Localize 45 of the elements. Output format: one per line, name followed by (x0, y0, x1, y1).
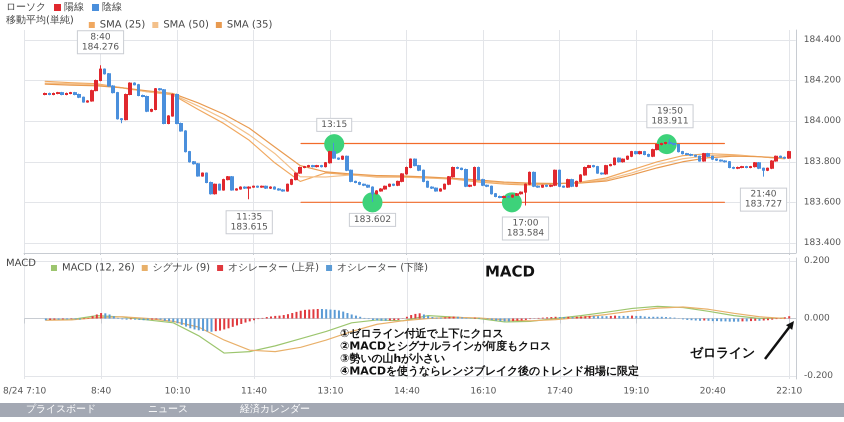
legend-label: オシレーター (下降) (337, 262, 428, 274)
legend-label: MACD (12, 26) (62, 262, 135, 274)
legend-title: MACD (6, 258, 36, 270)
tab-bar: プライスボード ニュース 経済カレンダー (0, 403, 844, 417)
x-tick-label: 17:40 (546, 386, 574, 396)
y-tick-label: 0.200 (804, 256, 830, 266)
y-tick-label: 184.000 (804, 116, 842, 126)
annotation: 11:35 183.615 (230, 212, 268, 232)
y-tick-label: 183.400 (804, 238, 842, 248)
annotation: ゼロライン (690, 346, 755, 361)
annotation: 13:15 (321, 120, 348, 130)
y-tick-label: 183.800 (804, 156, 842, 167)
annotation: 183.602 (354, 214, 392, 225)
y-tick-label: -0.200 (804, 371, 834, 382)
annotation: 19:50 183.911 (651, 106, 689, 126)
legend-label: SMA (25) (100, 20, 146, 30)
annotation: 8:40 184.276 (82, 32, 120, 52)
text: 陽線 (64, 2, 84, 13)
x-tick-label: 11:40 (241, 386, 268, 396)
chart-title: MACD (485, 262, 535, 280)
x-tick-label: 20:40 (700, 386, 726, 396)
x-tick-label: 19:10 (623, 386, 650, 396)
annotation: 17:00 183.584 (506, 218, 544, 239)
annotation: ②MACDとシグナルラインが何度もクロス (340, 340, 551, 352)
text: 陰線 (102, 2, 122, 13)
annotation: 21:40 183.727 (744, 190, 782, 210)
y-tick-label: 184.400 (804, 35, 842, 46)
legend-title: 移動平均(単純) (6, 15, 74, 27)
annotation: ④MACDを使うならレンジブレイク後のトレンド相場に限定 (340, 364, 639, 378)
text: ローソク (6, 2, 46, 13)
legend-label: シグナル (9) (152, 262, 210, 274)
x-tick-label: 14:40 (394, 386, 420, 396)
x-tick-label: 10:10 (164, 386, 191, 396)
legend-label: SMA (50) (163, 20, 209, 30)
x-tick-label: 16:10 (470, 386, 497, 396)
annotation: ③勢いの山hが小さい (340, 352, 446, 365)
y-tick-label: 184.200 (804, 76, 842, 86)
x-tick-label: 22:10 (776, 386, 802, 396)
x-tick-label: 8/24 7:10 (2, 386, 47, 396)
x-tick-label: 13:10 (318, 386, 344, 396)
legend-label: SMA (35) (226, 20, 272, 30)
y-tick-label: 0.000 (804, 314, 830, 324)
legend-label: オシレーター (上昇) (228, 262, 320, 274)
y-tick-label: 183.600 (804, 197, 842, 208)
x-tick-label: 8:40 (90, 386, 112, 396)
